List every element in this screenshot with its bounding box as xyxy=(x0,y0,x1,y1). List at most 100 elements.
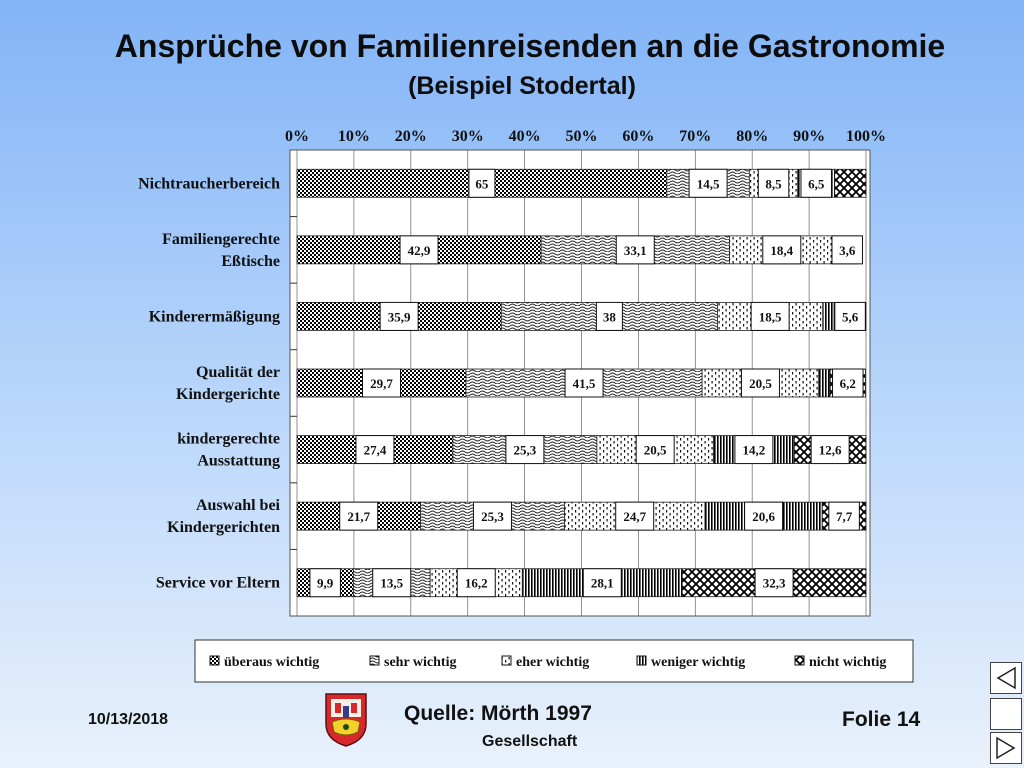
x-tick-label: 70% xyxy=(679,128,711,145)
data-label: 18,4 xyxy=(770,243,793,258)
x-tick-label: 90% xyxy=(793,128,825,145)
data-label: 33,1 xyxy=(624,243,647,258)
data-label-box xyxy=(355,435,395,465)
next-slide-button[interactable] xyxy=(990,732,1022,764)
x-tick-label: 50% xyxy=(566,128,598,145)
data-label: 12,6 xyxy=(819,443,842,458)
blank-icon xyxy=(991,699,1021,729)
data-label: 35,9 xyxy=(388,309,411,324)
data-label-box xyxy=(635,435,675,465)
slide-menu-button[interactable] xyxy=(990,698,1022,730)
data-label-box xyxy=(744,501,784,531)
data-label: 5,6 xyxy=(842,309,859,324)
x-tick-label: 20% xyxy=(395,128,427,145)
data-label: 28,1 xyxy=(591,576,614,591)
bar-segment xyxy=(822,302,835,331)
data-label: 32,3 xyxy=(763,576,786,591)
data-label: 27,4 xyxy=(364,443,387,458)
triangle-left-icon xyxy=(996,666,1016,690)
data-label-box xyxy=(757,168,790,198)
data-label: 42,9 xyxy=(408,243,431,258)
data-label: 9,9 xyxy=(317,576,334,591)
category-label: Ausstattung xyxy=(197,453,280,470)
data-label-box xyxy=(828,501,860,531)
data-label: 14,5 xyxy=(697,176,720,191)
data-label-box xyxy=(740,368,780,398)
legend-label: eher wichtig xyxy=(516,655,589,670)
data-label: 20,6 xyxy=(752,509,775,524)
category-label: Familiengerechte xyxy=(162,231,280,248)
data-label-box xyxy=(750,301,790,331)
legend-label: überaus wichtig xyxy=(224,655,319,670)
data-label-box xyxy=(456,568,496,598)
data-label-box xyxy=(339,501,379,531)
legend-swatch xyxy=(501,655,512,666)
x-tick-label: 10% xyxy=(338,128,370,145)
data-label: 41,5 xyxy=(573,376,596,391)
data-label: 16,2 xyxy=(465,576,488,591)
data-label: 25,3 xyxy=(481,509,504,524)
x-tick-label: 80% xyxy=(736,128,768,145)
bar-segment xyxy=(834,168,867,198)
society-text: Gesellschaft xyxy=(482,733,578,750)
x-tick-label: 60% xyxy=(622,128,654,145)
data-label-box xyxy=(595,301,623,331)
data-label-box xyxy=(309,568,341,598)
category-label: Eßtische xyxy=(221,253,280,270)
x-tick-label: 30% xyxy=(452,128,484,145)
bar-segment xyxy=(818,368,831,398)
slide-number: Folie 14 xyxy=(842,708,921,731)
category-label: Kinderermäßigung xyxy=(149,308,280,325)
stacked-bar-chart: 0% 10% 20% 30% 40% 50% 60% 70% 80% 90% 100% Nichtr… xyxy=(138,128,914,683)
x-tick-label: 40% xyxy=(509,128,541,145)
data-label-box xyxy=(832,368,864,398)
data-label: 13,5 xyxy=(380,576,403,591)
data-label-box xyxy=(834,301,866,331)
category-label: Service vor Eltern xyxy=(156,575,280,592)
data-label: 7,7 xyxy=(836,509,853,524)
legend-label: weniger wichtig xyxy=(651,655,745,670)
data-label: 25,3 xyxy=(514,443,537,458)
data-label-box xyxy=(505,435,545,465)
data-label-box xyxy=(399,235,439,265)
triangle-right-icon xyxy=(996,736,1016,760)
category-label: Auswahl bei xyxy=(196,497,281,514)
x-tick-label: 0% xyxy=(285,128,309,145)
data-label-box xyxy=(372,568,412,598)
x-tick-label: 100% xyxy=(846,128,886,145)
legend-label: sehr wichtig xyxy=(384,655,456,670)
data-label: 6,5 xyxy=(808,176,825,191)
data-label-box xyxy=(688,168,728,198)
data-label: 18,5 xyxy=(759,309,782,324)
data-label-box xyxy=(810,435,850,465)
data-label-box xyxy=(615,501,655,531)
chart-legend: überaus wichtig sehr wichtig eher wichtig w… xyxy=(194,639,914,683)
legend-swatch xyxy=(209,655,220,666)
data-label: 65 xyxy=(475,176,489,191)
data-label-box xyxy=(468,168,496,198)
data-label-box xyxy=(564,368,604,398)
data-label-box xyxy=(379,301,419,331)
data-label: 14,2 xyxy=(743,443,766,458)
data-label-box xyxy=(754,568,794,598)
page-subtitle: (Beispiel Stodertal) xyxy=(408,72,636,100)
data-label-box xyxy=(800,168,832,198)
legend-label: nicht wichtig xyxy=(809,655,886,670)
source-text: Quelle: Mörth 1997 xyxy=(404,702,592,725)
legend-swatch xyxy=(794,655,805,666)
data-label: 29,7 xyxy=(370,376,393,391)
data-label: 21,7 xyxy=(347,509,370,524)
data-label-box xyxy=(361,368,401,398)
data-label-box xyxy=(582,568,622,598)
category-label: Qualität der xyxy=(196,364,280,381)
category-label: Kindergerichte xyxy=(176,386,280,403)
coat-of-arms-logo xyxy=(325,693,367,747)
category-label: Kindergerichten xyxy=(167,519,280,536)
legend-swatch xyxy=(369,655,380,666)
data-label-box xyxy=(734,435,774,465)
previous-slide-button[interactable] xyxy=(990,662,1022,694)
data-label: 20,5 xyxy=(749,376,772,391)
data-label: 20,5 xyxy=(644,443,667,458)
data-label: 3,6 xyxy=(839,243,856,258)
page-title: Ansprüche von Familienreisenden an die G… xyxy=(114,28,946,64)
